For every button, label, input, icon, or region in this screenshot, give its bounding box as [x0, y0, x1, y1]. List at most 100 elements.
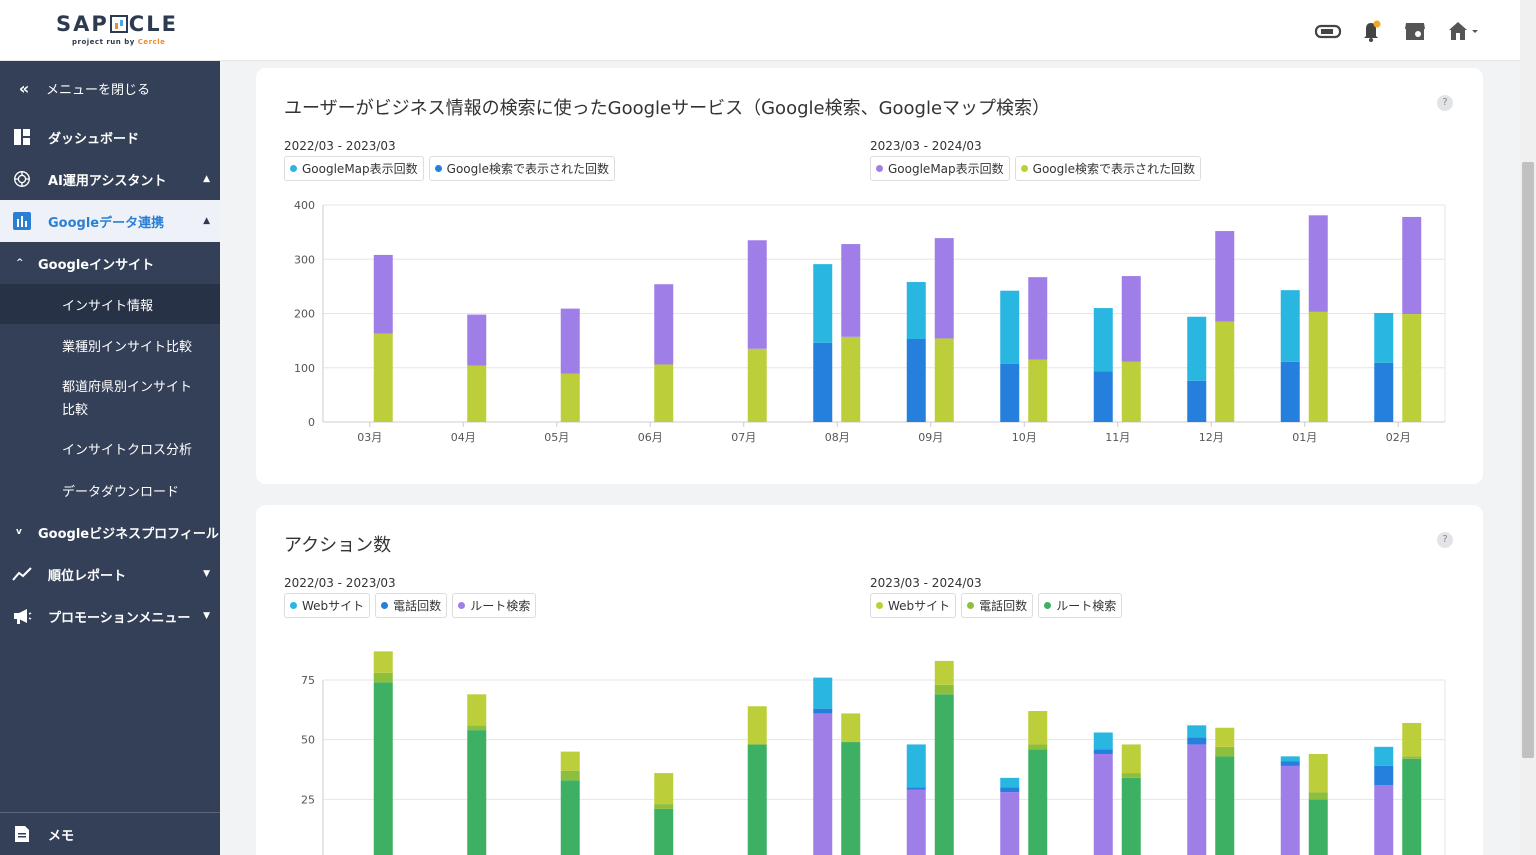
ticket-icon[interactable] — [1314, 19, 1342, 43]
bar-segment — [654, 773, 674, 805]
bar-segment — [813, 713, 833, 855]
x-tick-label: 02月 — [1386, 431, 1411, 444]
bar-segment — [560, 373, 580, 422]
bar-segment — [1093, 753, 1113, 855]
bar-segment — [654, 808, 674, 855]
legend-item[interactable]: Google検索で表示された回数 — [1014, 156, 1201, 181]
bar-segment — [1028, 277, 1048, 360]
legend-item[interactable]: Webサイト — [284, 593, 371, 618]
legend-dot — [1020, 165, 1028, 172]
y-tick-label: 300 — [294, 253, 315, 266]
bar-segment — [1028, 749, 1048, 855]
bar-segment — [654, 284, 674, 365]
bar-segment — [1000, 792, 1020, 855]
legend-dot — [381, 602, 389, 609]
x-tick-label: 01月 — [1292, 431, 1317, 444]
sidebar-item-data-download[interactable]: データダウンロード — [62, 484, 180, 500]
legend-item[interactable]: Webサイト — [870, 593, 957, 618]
sidebar-item-promotion[interactable]: プロモーションメニュー ▼ — [0, 595, 220, 637]
bar-segment — [934, 338, 954, 422]
bar-segment — [1000, 787, 1020, 793]
bar-segment — [906, 338, 926, 422]
legend-item[interactable]: Google検索で表示された回数 — [428, 156, 615, 181]
bar-segment — [467, 725, 487, 731]
help-icon[interactable]: ? — [1437, 532, 1453, 548]
legend-item[interactable]: 電話回数 — [961, 593, 1034, 618]
logo-tagline: project run by Cercle — [72, 38, 166, 46]
x-tick-label: 08月 — [825, 431, 850, 444]
bar-segment — [1374, 765, 1394, 786]
bar-segment — [747, 348, 767, 422]
bar-segment — [1000, 777, 1020, 788]
scrollbar-thumb[interactable] — [1522, 162, 1534, 758]
bar-segment — [934, 684, 954, 695]
sidebar-item-rank-report[interactable]: 順位レポート ▼ — [0, 553, 220, 595]
sidebar-item-google-insight[interactable]: ^ Googleインサイト — [0, 242, 220, 284]
legend-item[interactable]: GoogleMap表示回数 — [284, 156, 424, 181]
period-label-b: 2023/03 - 2024/03 — [870, 139, 982, 153]
sidebar-item-insight-info[interactable]: インサイト情報 — [0, 284, 220, 324]
sidebar-item-google-data[interactable]: Googleデータ連携 ▲ — [0, 200, 220, 242]
bar-segment — [1402, 216, 1422, 315]
legend-a: Webサイト 電話回数 ルート検索 — [284, 593, 537, 618]
caret-down-icon: ▼ — [203, 569, 210, 579]
bar-segment — [1308, 215, 1328, 312]
bar-segment — [654, 364, 674, 422]
bar-segment — [813, 264, 833, 343]
legend-item[interactable]: GoogleMap表示回数 — [870, 156, 1010, 181]
bar-segment — [747, 240, 767, 349]
card-title: ユーザーがビジネス情報の検索に使ったGoogleサービス（Google検索、Go… — [284, 98, 1051, 119]
bar-segment — [1308, 792, 1328, 800]
sapcle-logo[interactable]: SAP CLE project run by Cercle — [56, 12, 180, 52]
x-tick-label: 11月 — [1105, 431, 1130, 444]
legend-b: GoogleMap表示回数 Google検索で表示された回数 — [870, 156, 1201, 181]
bell-icon[interactable] — [1358, 19, 1384, 43]
bar-segment — [1215, 321, 1235, 422]
close-menu-button[interactable]: « メニューを閉じる — [0, 61, 220, 116]
bar-segment — [906, 744, 926, 788]
bar-segment — [1308, 753, 1328, 793]
bar-segment — [1121, 773, 1141, 778]
legend-item[interactable]: ルート検索 — [452, 593, 537, 618]
y-tick-label: 75 — [301, 674, 315, 687]
x-tick-label: 06月 — [638, 431, 663, 444]
bar-segment — [467, 730, 487, 855]
action-count-chart: 25 50 75 — [301, 651, 1446, 855]
period-label-b: 2023/03 - 2024/03 — [870, 576, 982, 590]
double-chevron-left-icon: « — [18, 79, 30, 98]
x-tick-label: 03月 — [357, 431, 382, 444]
home-dropdown-icon[interactable] — [1446, 19, 1480, 43]
bar-segment — [467, 365, 487, 422]
sidebar-item-ai-assistant[interactable]: AI運用アシスタント ▲ — [0, 158, 220, 200]
bar-segment — [841, 713, 861, 743]
legend-item[interactable]: ルート検索 — [1038, 593, 1123, 618]
bar-segment — [373, 682, 393, 855]
bar-segment — [1215, 231, 1235, 322]
bar-segment — [467, 694, 487, 726]
bar-segment — [1374, 362, 1394, 422]
bar-segment — [747, 706, 767, 745]
bar-segment — [1374, 746, 1394, 766]
chevron-up-icon: ^ — [16, 258, 24, 268]
legend-dot — [876, 602, 883, 609]
bar-segment — [1093, 371, 1113, 422]
sidebar-memo[interactable]: メモ — [0, 812, 220, 855]
sidebar-item-dashboard[interactable]: ダッシュボード — [0, 116, 220, 158]
bar-segment — [1093, 749, 1113, 754]
help-icon[interactable]: ? — [1437, 95, 1453, 111]
sidebar-item-prefecture-compare[interactable]: 都道府県別インサイト 比較 — [62, 380, 193, 418]
bar-segment — [1093, 308, 1113, 372]
bar-segment — [747, 744, 767, 855]
y-tick-label: 50 — [301, 734, 315, 747]
bar-segment — [1121, 361, 1141, 422]
sidebar-item-cross-analysis[interactable]: インサイトクロス分析 — [62, 442, 193, 458]
bar-segment — [1280, 761, 1300, 766]
legend-item[interactable]: 電話回数 — [375, 593, 448, 618]
sidebar-item-business-profile[interactable]: v Googleビジネスプロフィール — [16, 526, 219, 542]
y-tick-label: 25 — [301, 793, 315, 806]
store-icon[interactable] — [1402, 19, 1428, 43]
sidebar-item-industry-compare[interactable]: 業種別インサイト比較 — [62, 339, 193, 355]
bar-segment — [813, 342, 833, 422]
x-tick-label: 10月 — [1012, 431, 1037, 444]
y-tick-label: 200 — [294, 308, 315, 321]
